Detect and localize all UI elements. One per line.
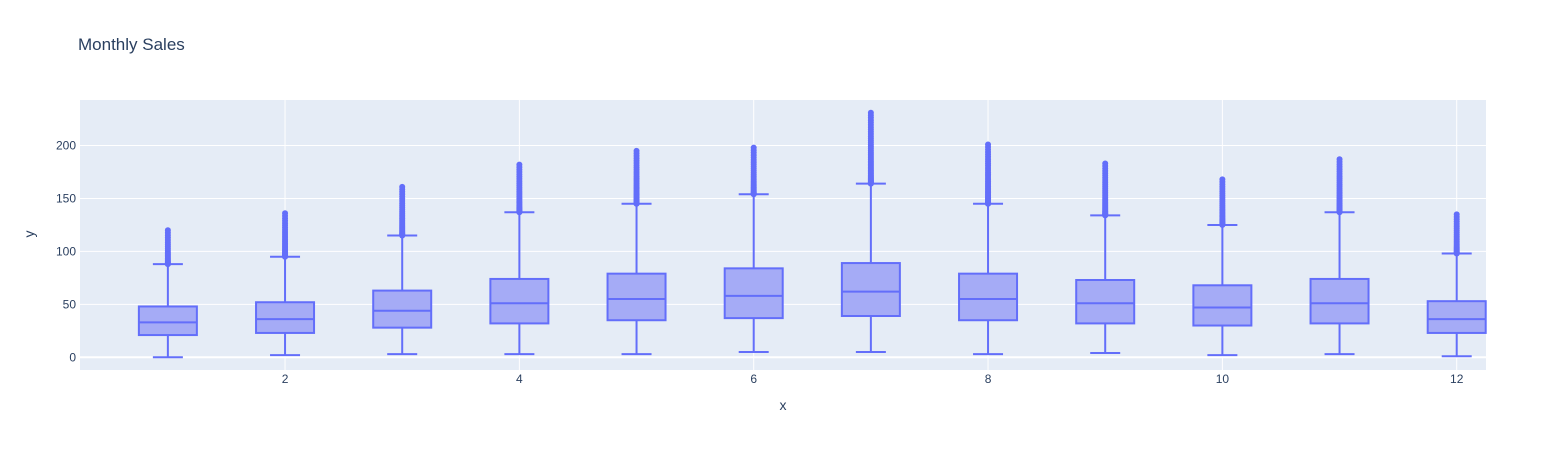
outlier-points (1453, 211, 1460, 257)
box-month-6 (723, 144, 784, 353)
outlier-points (867, 109, 874, 187)
x-tick-label: 10 (1216, 372, 1230, 386)
outlier-point (1219, 176, 1226, 183)
x-tick-label: 4 (516, 372, 523, 386)
iqr-box (1075, 279, 1136, 325)
outlier-point (750, 144, 757, 151)
y-tick-label: 50 (63, 297, 77, 311)
outlier-points (633, 147, 640, 207)
iqr-box (1309, 277, 1370, 325)
outlier-point (1102, 160, 1109, 167)
box-month-1 (137, 227, 198, 359)
box-month-4 (489, 161, 550, 356)
outlier-points (282, 210, 289, 260)
outlier-points (399, 183, 406, 239)
x-tick-labels: 2 4 6 8 10 12 (282, 372, 1464, 386)
iqr-box (840, 262, 901, 318)
y-axis-title: y (21, 231, 37, 238)
outlier-points (985, 141, 992, 207)
outlier-point (164, 227, 171, 234)
box-month-7 (840, 109, 901, 353)
box-month-11 (1309, 156, 1370, 356)
outlier-point (633, 147, 640, 154)
y-tick-label: 100 (56, 244, 76, 258)
box-month-9 (1075, 160, 1136, 355)
box-month-3 (372, 183, 433, 356)
outlier-point (1453, 211, 1460, 218)
y-tick-label: 200 (56, 139, 76, 153)
x-axis-title: x (780, 397, 787, 413)
x-tick-label: 2 (282, 372, 289, 386)
outlier-points (1102, 160, 1109, 219)
y-tick-label: 0 (69, 350, 76, 364)
x-tick-label: 8 (985, 372, 992, 386)
y-tick-label: 150 (56, 191, 76, 205)
iqr-box (723, 267, 784, 320)
x-tick-label: 12 (1450, 372, 1464, 386)
outlier-point (282, 210, 289, 217)
iqr-box (606, 272, 667, 322)
outlier-point (867, 109, 874, 116)
iqr-box (137, 305, 198, 337)
outlier-point (1336, 156, 1343, 163)
box-month-2 (255, 210, 316, 357)
iqr-box (1192, 284, 1253, 327)
iqr-box (255, 301, 316, 334)
outlier-points (750, 144, 757, 198)
iqr-box (1426, 300, 1487, 334)
y-tick-labels: 0 50 100 150 200 (56, 139, 76, 365)
boxes-layer (137, 109, 1487, 359)
iqr-box (372, 289, 433, 329)
outlier-points (1336, 156, 1343, 216)
iqr-box (958, 272, 1019, 322)
x-tick-label: 6 (750, 372, 757, 386)
box-month-5 (606, 147, 667, 356)
box-month-12 (1426, 211, 1487, 358)
iqr-box (489, 277, 550, 325)
outlier-points (516, 161, 523, 216)
outlier-point (516, 161, 523, 168)
box-month-8 (958, 141, 1019, 356)
outlier-points (164, 227, 171, 268)
outlier-point (985, 141, 992, 148)
outlier-points (1219, 176, 1226, 228)
chart-title: Monthly Sales (78, 35, 185, 54)
box-month-10 (1192, 176, 1253, 357)
outlier-point (399, 183, 406, 190)
